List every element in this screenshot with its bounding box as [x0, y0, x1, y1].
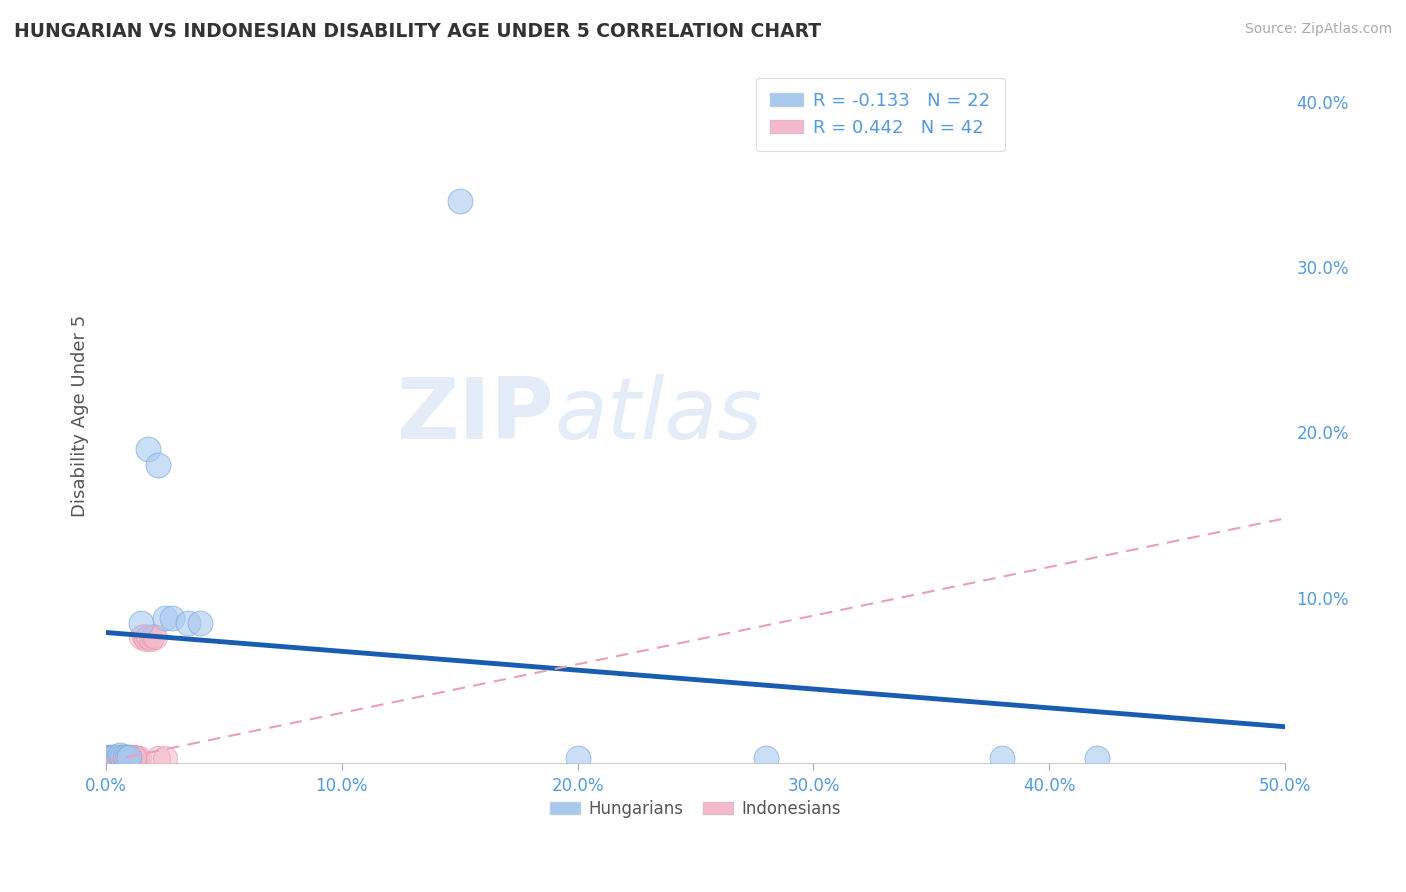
- Point: [111, 749, 134, 764]
- Point: [132, 629, 155, 643]
- Point: [153, 610, 176, 624]
- Text: ZIP: ZIP: [396, 375, 554, 458]
- Point: [104, 749, 127, 764]
- Point: [115, 751, 138, 765]
- Point: [97, 751, 120, 765]
- Point: [138, 442, 160, 456]
- Point: [101, 749, 124, 764]
- Point: [153, 751, 176, 765]
- Point: [755, 751, 778, 765]
- Point: [139, 632, 162, 646]
- Point: [129, 615, 152, 630]
- Point: [101, 751, 124, 765]
- Point: [100, 751, 122, 765]
- Point: [108, 747, 131, 762]
- Point: [97, 751, 120, 765]
- Point: [567, 751, 589, 765]
- Legend: Hungarians, Indonesians: Hungarians, Indonesians: [543, 793, 848, 824]
- Point: [142, 629, 165, 643]
- Point: [115, 751, 138, 765]
- Point: [115, 749, 138, 764]
- Point: [118, 749, 141, 764]
- Point: [107, 749, 129, 764]
- Point: [177, 615, 200, 630]
- Point: [145, 631, 167, 645]
- Point: [111, 749, 134, 764]
- Point: [449, 194, 471, 208]
- Point: [146, 458, 169, 473]
- Point: [100, 751, 122, 765]
- Point: [991, 751, 1014, 765]
- Point: [100, 749, 122, 764]
- Point: [107, 751, 129, 765]
- Point: [160, 610, 183, 624]
- Point: [188, 615, 211, 630]
- Point: [101, 751, 124, 765]
- Y-axis label: Disability Age Under 5: Disability Age Under 5: [72, 315, 89, 517]
- Point: [122, 749, 145, 764]
- Point: [104, 751, 127, 765]
- Point: [129, 631, 152, 645]
- Point: [107, 751, 129, 765]
- Point: [101, 749, 124, 764]
- Point: [128, 751, 150, 765]
- Point: [125, 751, 148, 765]
- Point: [100, 749, 122, 764]
- Point: [118, 751, 141, 765]
- Point: [114, 749, 136, 764]
- Point: [104, 749, 127, 764]
- Point: [146, 751, 169, 765]
- Text: Source: ZipAtlas.com: Source: ZipAtlas.com: [1244, 22, 1392, 37]
- Text: atlas: atlas: [554, 375, 762, 458]
- Point: [118, 751, 141, 765]
- Point: [97, 749, 120, 764]
- Point: [121, 751, 143, 765]
- Point: [1085, 751, 1108, 765]
- Point: [94, 751, 117, 765]
- Point: [114, 749, 136, 764]
- Point: [108, 749, 131, 764]
- Point: [115, 749, 138, 764]
- Point: [107, 751, 129, 765]
- Point: [114, 751, 136, 765]
- Point: [122, 749, 145, 764]
- Point: [111, 751, 134, 765]
- Point: [114, 751, 136, 765]
- Point: [135, 632, 157, 646]
- Text: HUNGARIAN VS INDONESIAN DISABILITY AGE UNDER 5 CORRELATION CHART: HUNGARIAN VS INDONESIAN DISABILITY AGE U…: [14, 22, 821, 41]
- Point: [108, 749, 131, 764]
- Point: [118, 749, 141, 764]
- Point: [108, 751, 131, 765]
- Point: [138, 631, 160, 645]
